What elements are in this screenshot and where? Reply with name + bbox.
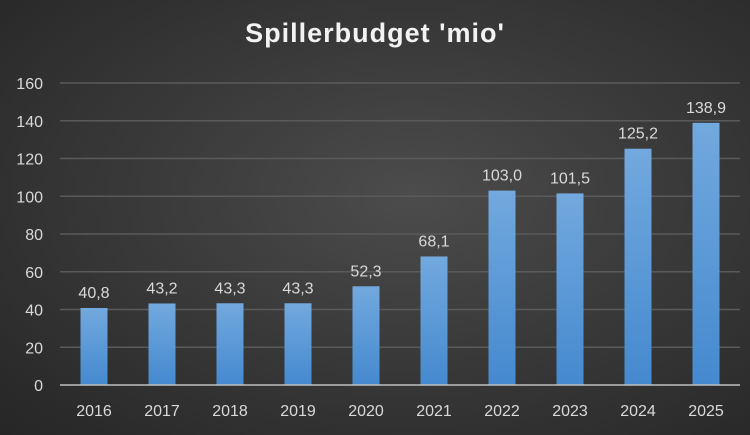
bar — [352, 286, 380, 385]
data-label: 138,9 — [686, 100, 726, 117]
y-tick-label: 120 — [16, 152, 43, 169]
y-tick-label: 80 — [25, 227, 43, 244]
x-tick-label: 2021 — [416, 403, 452, 420]
bar — [488, 190, 516, 385]
y-tick-label: 140 — [16, 114, 43, 131]
data-label: 68,1 — [418, 233, 449, 250]
x-tick-label: 2016 — [76, 403, 112, 420]
y-tick-label: 40 — [25, 303, 43, 320]
data-label: 43,3 — [282, 280, 313, 297]
data-label: 101,5 — [550, 170, 590, 187]
chart-title: Spillerbudget 'mio' — [245, 18, 505, 48]
bar — [284, 303, 312, 385]
x-tick-label: 2020 — [348, 403, 384, 420]
x-tick-label: 2024 — [620, 403, 656, 420]
data-label: 40,8 — [78, 285, 109, 302]
data-label: 125,2 — [618, 126, 658, 143]
x-tick-label: 2025 — [688, 403, 724, 420]
x-tick-label: 2022 — [484, 403, 520, 420]
x-tick-label: 2018 — [212, 403, 248, 420]
data-label: 43,2 — [146, 280, 177, 297]
bar — [420, 256, 448, 385]
y-tick-label: 20 — [25, 340, 43, 357]
bar — [148, 303, 176, 385]
bar — [216, 303, 244, 385]
y-tick-label: 60 — [25, 265, 43, 282]
data-label: 52,3 — [350, 263, 381, 280]
data-label: 43,3 — [214, 280, 245, 297]
bar — [556, 193, 584, 385]
data-label: 103,0 — [482, 168, 522, 185]
y-tick-label: 100 — [16, 189, 43, 206]
x-tick-label: 2017 — [144, 403, 180, 420]
x-tick-label: 2019 — [280, 403, 316, 420]
y-tick-label: 160 — [16, 76, 43, 93]
y-tick-label: 0 — [34, 378, 43, 395]
bar — [624, 148, 652, 385]
bar — [80, 307, 108, 385]
x-tick-label: 2023 — [552, 403, 588, 420]
bar — [692, 122, 720, 386]
